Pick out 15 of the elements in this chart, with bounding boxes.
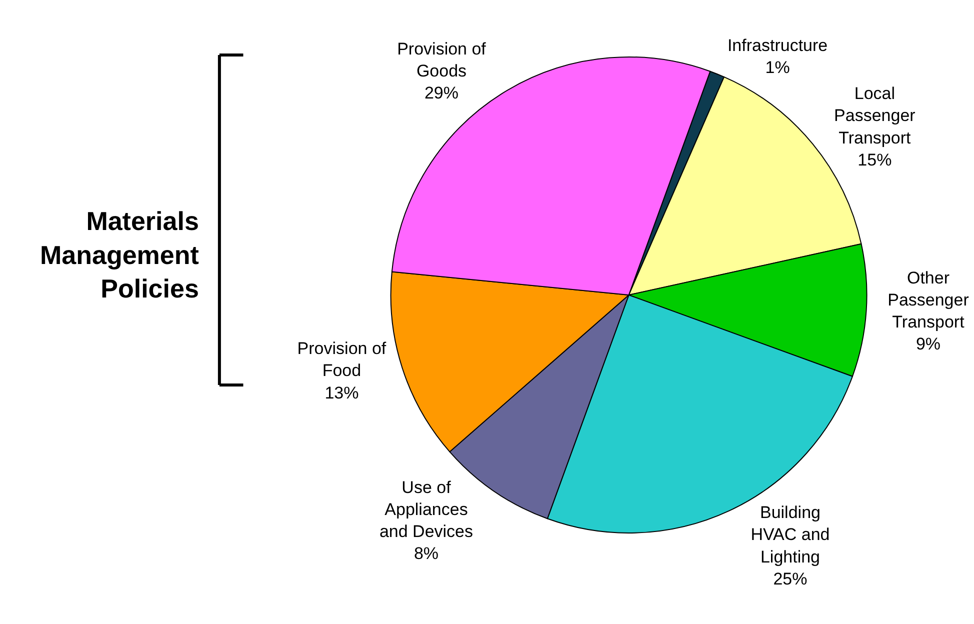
slice-label: Local Passenger Transport [834, 84, 916, 148]
slice-label: Provision of Goods [397, 39, 486, 80]
slice-label: Use of Appliances and Devices [379, 478, 474, 541]
slice-label: Other Passenger Transport [888, 268, 970, 332]
data-label: 9% [916, 334, 941, 354]
data-label: 25% [773, 569, 808, 588]
data-label: 15% [858, 150, 892, 170]
data-label: 1% [765, 58, 790, 77]
slice-label: Infrastructure [727, 36, 828, 55]
slice-label: Building HVAC and Lighting [750, 503, 830, 566]
slice-label: Provision of Food [297, 339, 386, 380]
data-label: 29% [424, 84, 459, 103]
data-label: 13% [324, 383, 359, 402]
data-label: 8% [414, 544, 439, 564]
text: Materials Management Policies [40, 206, 200, 304]
